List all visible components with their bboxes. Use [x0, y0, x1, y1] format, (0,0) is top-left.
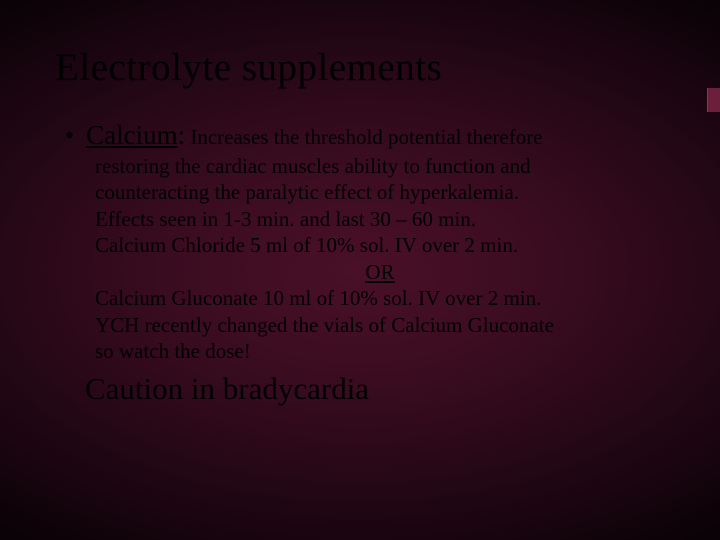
bullet-item: • Calcium: Increases the threshold poten… [65, 120, 665, 151]
bullet-content: Calcium: Increases the threshold potenti… [86, 120, 542, 151]
accent-bar [707, 88, 720, 112]
or-separator: OR [95, 259, 665, 285]
body-line: restoring the cardiac muscles ability to… [95, 153, 665, 179]
lead-term: Calcium [86, 120, 177, 150]
body-line: Calcium Chloride 5 ml of 10% sol. IV ove… [95, 232, 665, 258]
bullet-marker: • [65, 123, 74, 149]
body-line: counteracting the paralytic effect of hy… [95, 179, 665, 205]
body-line: Calcium Gluconate 10 ml of 10% sol. IV o… [95, 285, 665, 311]
lead-colon: : [178, 120, 186, 150]
body-line: YCH recently changed the vials of Calciu… [95, 312, 665, 338]
body-line: so watch the dose! [95, 338, 665, 364]
slide-title: Electrolyte supplements [55, 45, 665, 90]
body-block-1: restoring the cardiac muscles ability to… [95, 153, 665, 365]
body-line: Effects seen in 1-3 min. and last 30 – 6… [95, 206, 665, 232]
lead-inline-text: Increases the threshold potential theref… [185, 125, 542, 149]
slide-container: Electrolyte supplements • Calcium: Incre… [0, 0, 720, 540]
caution-text: Caution in bradycardia [85, 371, 665, 407]
